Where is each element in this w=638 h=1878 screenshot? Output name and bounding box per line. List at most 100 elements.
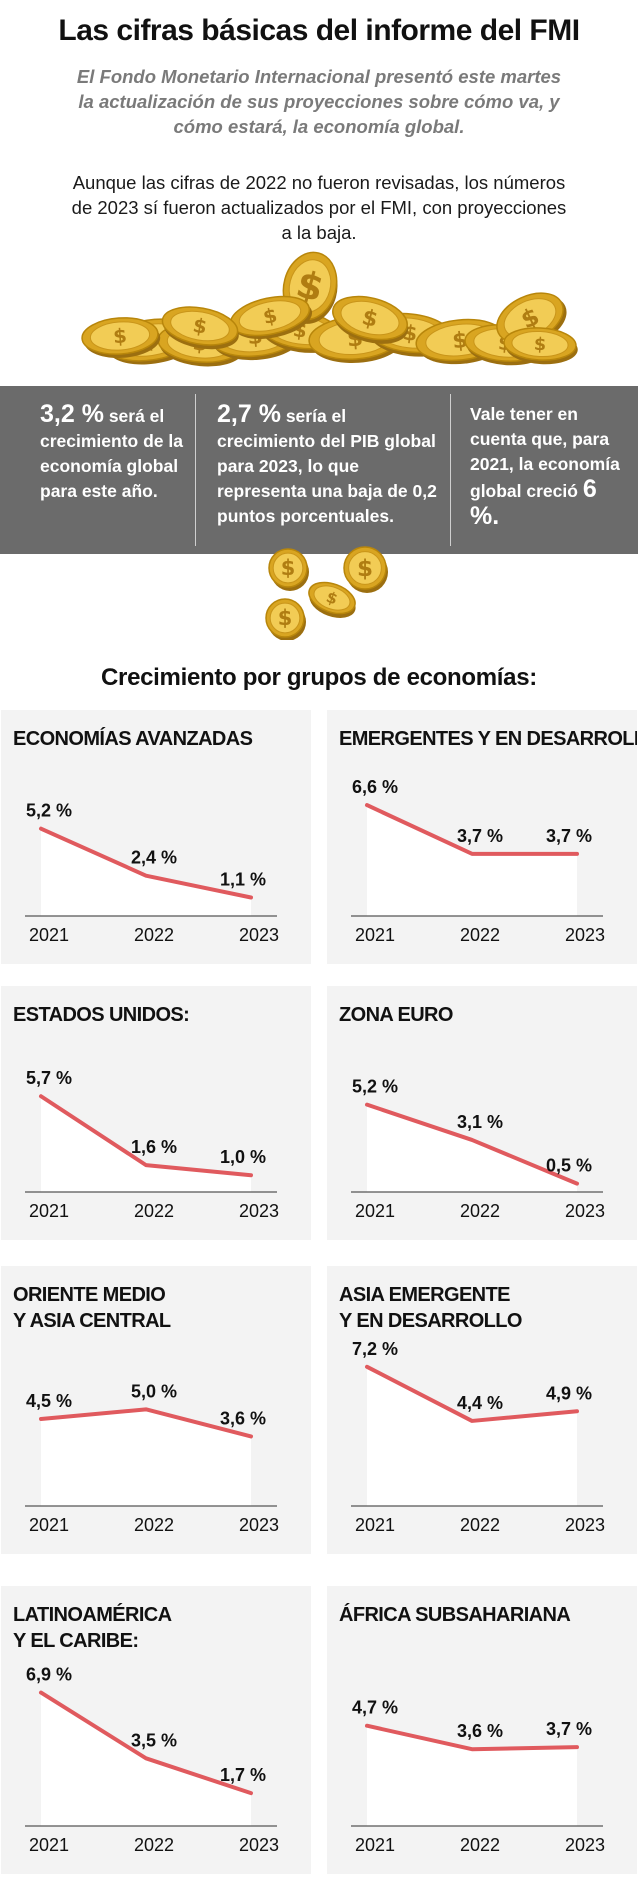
x-tick-label: 2023 — [565, 1835, 605, 1855]
data-point — [249, 1173, 253, 1177]
x-tick-label: 2022 — [134, 1515, 174, 1535]
x-tick-label: 2022 — [134, 925, 174, 945]
data-label: 5,0 % — [131, 1381, 177, 1401]
line-chart: LATINOAMÉRICA Y EL CARIBE: 6,9 % 2021 3,5 % 2… — [13, 1603, 279, 1855]
chart-title: Y EN DESARROLLO — [339, 1310, 522, 1332]
falling-coins-illustration: $ $$$ — [265, 546, 388, 640]
x-tick-label: 2022 — [460, 1835, 500, 1855]
svg-text:$: $ — [112, 324, 127, 348]
data-label: 3,6 % — [457, 1721, 503, 1741]
dollar-coin-icon: $ — [81, 317, 161, 359]
fact-pib-2023: 2,7 % sería el crecimiento del PIB globa… — [217, 402, 442, 529]
data-point — [470, 1419, 474, 1423]
x-tick-label: 2021 — [29, 925, 69, 945]
chart-panel-sub-saharan-africa: ÁFRICA SUBSAHARIANA 4,7 % 2021 3,6 % 2022 3,7… — [327, 1586, 637, 1874]
line-chart: ORIENTE MEDIO Y ASIA CENTRAL 4,5 % 2021 5,0 … — [13, 1284, 279, 1535]
x-tick-label: 2022 — [460, 925, 500, 945]
dollar-coin-icon: $ — [332, 295, 409, 344]
svg-text:$: $ — [357, 556, 373, 582]
data-point — [365, 1365, 369, 1369]
data-point — [39, 1094, 43, 1098]
intro-paragraph: Aunque las cifras de 2022 no fueron revi… — [71, 172, 567, 243]
data-label: 4,4 % — [457, 1393, 503, 1413]
line-chart: ASIA EMERGENTE Y EN DESARROLLO 7,2 % 2021 4,… — [339, 1284, 605, 1535]
key-facts-band: 3,2 % será el crecimiento de la economía… — [0, 386, 638, 554]
dollar-coin-icon: $ — [268, 548, 309, 591]
x-tick-label: 2021 — [355, 1515, 395, 1535]
dollar-coin-icon: $ — [161, 306, 239, 350]
line-chart: EMERGENTES Y EN DESARROLLO 6,6 % 2021 3,7 %… — [339, 728, 637, 945]
chart-title: ZONA EURO — [339, 1004, 453, 1026]
fact-global-growth: 3,2 % será el crecimiento de la economía… — [40, 402, 190, 504]
section-title: Crecimiento por grupos de economías: — [101, 664, 537, 691]
chart-panel-united-states: ESTADOS UNIDOS: 5,7 % 2021 1,6 % 2022 1,0 % 20… — [1, 986, 311, 1240]
x-tick-label: 2022 — [134, 1201, 174, 1221]
x-tick-label: 2023 — [565, 925, 605, 945]
x-tick-label: 2021 — [29, 1201, 69, 1221]
data-point — [575, 1745, 579, 1749]
line-chart: ÁFRICA SUBSAHARIANA 4,7 % 2021 3,6 % 2022 3,7… — [339, 1603, 605, 1855]
x-tick-label: 2022 — [134, 1835, 174, 1855]
data-label: 5,7 % — [26, 1068, 72, 1088]
data-label: 1,6 % — [131, 1137, 177, 1157]
chart-title: ESTADOS UNIDOS: — [13, 1004, 189, 1026]
x-tick-label: 2021 — [29, 1835, 69, 1855]
x-tick-label: 2023 — [239, 1515, 279, 1535]
data-label: 3,7 % — [546, 1719, 592, 1739]
data-label: 1,0 % — [220, 1147, 266, 1167]
x-tick-label: 2023 — [239, 1201, 279, 1221]
chart-area-fill — [367, 1366, 577, 1506]
chart-area-fill — [367, 1104, 577, 1192]
x-tick-label: 2021 — [355, 925, 395, 945]
coin-pile-illustration: $$$$$$$$$$$$$$$ — [81, 251, 578, 367]
data-point — [144, 1407, 148, 1411]
chart-title: Y ASIA CENTRAL — [13, 1310, 171, 1332]
data-label: 0,5 % — [546, 1156, 592, 1176]
data-point — [470, 852, 474, 856]
dollar-coin-icon: $ — [343, 546, 388, 593]
data-label: 4,9 % — [546, 1383, 592, 1403]
chart-area-fill — [41, 1409, 251, 1506]
fact-growth-2021: Vale tener en cuenta que, para 2021, la … — [470, 402, 630, 531]
chart-area-fill — [367, 1725, 577, 1826]
data-label: 3,5 % — [131, 1730, 177, 1750]
fact-value: 6 %. — [470, 475, 597, 530]
data-label: 2,4 % — [131, 848, 177, 868]
fact-value: 3,2 % — [40, 400, 104, 428]
x-tick-label: 2022 — [460, 1515, 500, 1535]
chart-area-fill — [367, 805, 577, 916]
data-label: 6,6 % — [352, 777, 398, 797]
chart-panel-middle-east-central-asia: ORIENTE MEDIO Y ASIA CENTRAL 4,5 % 2021 5,0 … — [1, 1266, 311, 1554]
chart-title: ÁFRICA SUBSAHARIANA — [339, 1603, 570, 1626]
data-point — [470, 1138, 474, 1142]
line-chart: ESTADOS UNIDOS: 5,7 % 2021 1,6 % 2022 1,0 % 20… — [13, 1004, 279, 1221]
chart-panel-emerging-asia: ASIA EMERGENTE Y EN DESARROLLO 7,2 % 2021 4,… — [327, 1266, 637, 1554]
data-point — [144, 1163, 148, 1167]
data-label: 3,1 % — [457, 1112, 503, 1132]
divider — [450, 394, 451, 546]
data-point — [365, 1103, 369, 1107]
data-label: 3,7 % — [457, 826, 503, 846]
data-point — [365, 1724, 369, 1728]
x-tick-label: 2022 — [460, 1201, 500, 1221]
x-tick-label: 2021 — [29, 1515, 69, 1535]
fact-text: Vale tener en cuenta que, para 2021, la … — [470, 404, 620, 501]
svg-text:$: $ — [359, 305, 380, 333]
dollar-coin-icon: $ — [308, 581, 356, 618]
x-tick-label: 2023 — [239, 1835, 279, 1855]
data-point — [249, 1434, 253, 1438]
line-chart: ZONA EURO 5,2 % 2021 3,1 % 2022 0,5 % 2023 — [339, 1004, 605, 1221]
data-point — [249, 1791, 253, 1795]
data-point — [365, 803, 369, 807]
data-point — [39, 1417, 43, 1421]
data-label: 4,7 % — [352, 1698, 398, 1718]
chart-panel-advanced-economies: ECONOMÍAS AVANZADAS 5,2 % 2021 2,4 % 2022 1,1… — [1, 710, 311, 964]
data-label: 3,6 % — [220, 1408, 266, 1428]
chart-title: EMERGENTES Y EN DESARROLLO — [339, 728, 637, 750]
x-tick-label: 2023 — [565, 1201, 605, 1221]
divider — [195, 394, 196, 546]
svg-text:$: $ — [278, 606, 293, 630]
data-point — [575, 1409, 579, 1413]
page-subtitle: El Fondo Monetario Internacional present… — [76, 66, 562, 137]
chart-title: LATINOAMÉRICA — [13, 1603, 172, 1626]
